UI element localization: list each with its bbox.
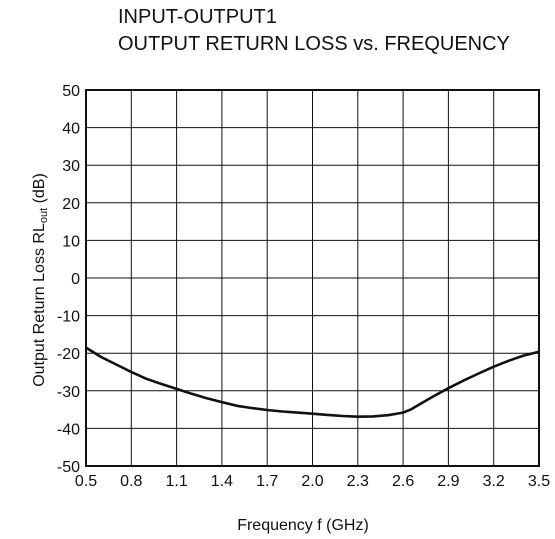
x-tick-label: 2.3 [347,473,369,490]
y-tick-label: 20 [62,196,80,213]
y-tick-label: 10 [62,233,80,250]
x-tick-label: 2.6 [392,473,414,490]
y-tick-label: -40 [57,421,80,438]
series-line-0 [85,346,540,418]
y-tick-label: -50 [57,459,80,476]
x-tick-label: 0.5 [75,473,97,490]
y-tick-label: -10 [57,309,80,326]
y-tick-label: 50 [62,83,80,100]
grid-lines [85,89,540,467]
y-tick-label: -20 [57,346,80,363]
tick-labels: 0.5 0.8 1.1 1.4 1.7 2.0 2.3 2.6 2.9 3.2 3.5 50 40 30 2… [57,83,550,490]
chart-subtitle: OUTPUT RETURN LOSS vs. FREQUENCY [118,33,510,55]
x-tick-label: 3.2 [483,473,505,490]
plot-series [85,346,540,418]
chart-title: INPUT-OUTPUT1 [118,6,277,28]
x-tick-label: 1.4 [211,473,233,490]
x-tick-label: 0.8 [120,473,142,490]
x-tick-label: 1.7 [256,473,278,490]
y-tick-label: 40 [62,121,80,138]
x-tick-label: 2.0 [301,473,323,490]
y-axis-label: Output Return Loss RLout (dB) [31,173,50,387]
x-tick-label: 3.5 [528,473,550,490]
x-tick-label: 1.1 [165,473,187,490]
y-tick-label: 30 [62,158,80,175]
plot-frame [85,89,540,467]
y-tick-label: -30 [57,384,80,401]
x-tick-label: 2.9 [437,473,459,490]
x-axis-label: Frequency f (GHz) [237,517,369,534]
y-tick-label: 0 [71,271,80,288]
